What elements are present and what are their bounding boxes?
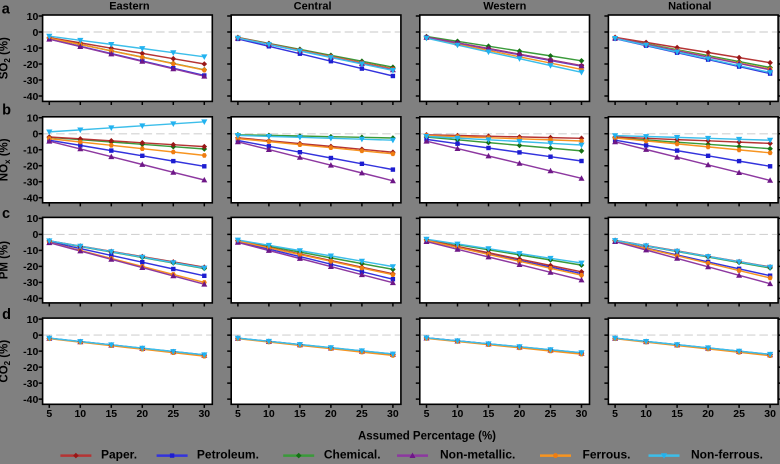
- svg-text:30: 30: [576, 408, 588, 420]
- svg-text:30: 30: [198, 408, 210, 420]
- svg-text:10: 10: [640, 408, 652, 420]
- svg-text:25: 25: [356, 408, 368, 420]
- svg-text:-40: -40: [23, 193, 38, 205]
- svg-text:NOx (%): NOx (%): [0, 138, 12, 181]
- svg-text:Non-ferrous.: Non-ferrous.: [691, 447, 763, 461]
- svg-text:Petroleum.: Petroleum.: [197, 447, 259, 461]
- svg-text:-30: -30: [23, 75, 38, 87]
- svg-text:10: 10: [27, 11, 39, 23]
- svg-text:5: 5: [235, 408, 241, 420]
- svg-text:-10: -10: [23, 245, 38, 257]
- svg-text:25: 25: [545, 408, 557, 420]
- svg-text:-20: -20: [23, 362, 38, 374]
- svg-text:0: 0: [32, 129, 38, 141]
- svg-text:30: 30: [764, 408, 776, 420]
- svg-text:-40: -40: [23, 293, 38, 305]
- svg-text:Non-metallic.: Non-metallic.: [440, 447, 515, 461]
- svg-text:0: 0: [32, 330, 38, 342]
- svg-text:10: 10: [27, 314, 39, 326]
- svg-text:Chemical.: Chemical.: [324, 447, 381, 461]
- svg-text:Ferrous.: Ferrous.: [583, 447, 631, 461]
- svg-text:Western: Western: [483, 1, 526, 13]
- svg-text:-40: -40: [23, 91, 38, 103]
- svg-text:20: 20: [136, 408, 148, 420]
- svg-text:PM (%): PM (%): [0, 241, 10, 280]
- svg-text:20: 20: [702, 408, 714, 420]
- svg-text:-10: -10: [23, 43, 38, 55]
- svg-text:-30: -30: [23, 177, 38, 189]
- svg-text:10: 10: [263, 408, 275, 420]
- svg-text:25: 25: [733, 408, 745, 420]
- svg-text:Eastern: Eastern: [109, 1, 150, 13]
- svg-text:d: d: [2, 307, 11, 323]
- svg-text:5: 5: [424, 408, 430, 420]
- svg-text:SO2 (%): SO2 (%): [0, 37, 12, 79]
- svg-text:0: 0: [32, 27, 38, 39]
- svg-text:Paper.: Paper.: [101, 447, 137, 461]
- svg-text:-20: -20: [23, 59, 38, 71]
- svg-text:CO2 (%): CO2 (%): [0, 340, 12, 383]
- svg-text:-10: -10: [23, 145, 38, 157]
- svg-text:0: 0: [32, 229, 38, 241]
- svg-text:15: 15: [294, 408, 306, 420]
- svg-text:-20: -20: [23, 261, 38, 273]
- svg-text:15: 15: [671, 408, 683, 420]
- svg-text:15: 15: [483, 408, 495, 420]
- svg-text:c: c: [2, 206, 10, 222]
- svg-text:-20: -20: [23, 161, 38, 173]
- svg-text:25: 25: [167, 408, 179, 420]
- svg-text:a: a: [2, 2, 11, 18]
- svg-text:Assumed Percentage (%): Assumed Percentage (%): [358, 430, 496, 442]
- svg-text:-10: -10: [23, 346, 38, 358]
- svg-text:-30: -30: [23, 378, 38, 390]
- svg-text:20: 20: [514, 408, 526, 420]
- svg-text:5: 5: [46, 408, 52, 420]
- svg-text:20: 20: [325, 408, 337, 420]
- svg-text:15: 15: [105, 408, 117, 420]
- svg-text:10: 10: [27, 113, 39, 125]
- svg-text:National: National: [668, 1, 711, 13]
- svg-text:b: b: [2, 103, 11, 119]
- svg-text:30: 30: [387, 408, 399, 420]
- svg-text:5: 5: [612, 408, 618, 420]
- svg-text:-40: -40: [23, 394, 38, 406]
- svg-text:10: 10: [452, 408, 464, 420]
- svg-text:10: 10: [74, 408, 86, 420]
- svg-text:10: 10: [27, 213, 39, 225]
- svg-text:-30: -30: [23, 277, 38, 289]
- svg-text:Central: Central: [294, 1, 332, 13]
